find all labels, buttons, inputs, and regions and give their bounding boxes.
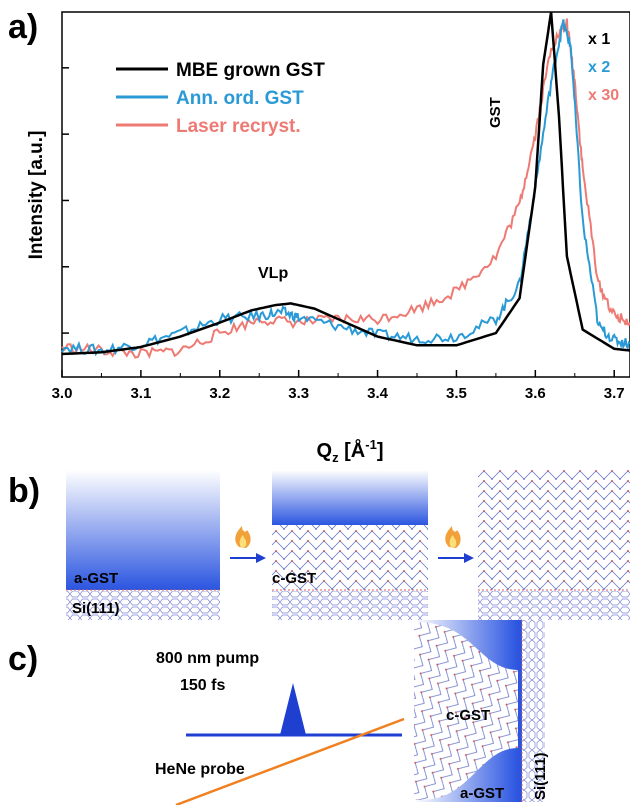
xrd-chart: 3.0 3.1 3.2 3.3 3.4 3.5 3.6 3.7 Intensity [a.u.… <box>26 11 630 465</box>
legend-label-ann: Ann. ord. GST <box>176 88 304 109</box>
block-crystalline <box>478 470 630 620</box>
arrow-right-icon <box>230 553 266 563</box>
series-line-1 <box>61 19 630 357</box>
x-tick-label: 3.4 <box>367 385 389 402</box>
label-pulse: 150 fs <box>180 677 225 694</box>
label-c-gst-c: c-GST <box>446 707 490 724</box>
flame-icon <box>235 526 251 548</box>
sample-cross-section <box>414 620 545 802</box>
y-ticks <box>62 67 69 334</box>
flame-icon <box>445 526 461 548</box>
y-axis-label: Intensity [a.u.] <box>26 131 47 260</box>
annotation-vlp: VLp <box>258 265 288 282</box>
x-tick-label: 3.1 <box>130 385 151 402</box>
x-tick-label: 3.0 <box>52 385 73 402</box>
scale-label-ann: x 2 <box>588 59 610 76</box>
x-axis-ticks: 3.0 3.1 3.2 3.3 3.4 3.5 3.6 3.7 <box>52 370 625 402</box>
legend-label-mbe: MBE grown GST <box>176 60 325 81</box>
panel-c-label: c) <box>8 640 39 678</box>
panel-c-diagram: 800 nm pump 150 fs HeNe probe c-GST a-GS… <box>155 620 549 805</box>
panel-b-label: b) <box>8 472 41 510</box>
arrow-right-icon <box>438 553 474 563</box>
legend: MBE grown GST Ann. ord. GST Laser recrys… <box>116 60 325 137</box>
x-tick-label: 3.5 <box>446 385 467 402</box>
label-probe: HeNe probe <box>155 761 245 778</box>
panel-b-diagram: a-GST Si(111) c-GST <box>66 470 630 620</box>
x-tick-label: 3.6 <box>525 385 546 402</box>
label-c-gst-b: c-GST <box>272 570 316 587</box>
scale-label-laser: x 30 <box>588 87 619 104</box>
series-line-0 <box>61 11 630 356</box>
label-si-b1: Si(111) <box>72 600 120 617</box>
probe-beam <box>175 717 405 805</box>
label-a-gst-c: a-GST <box>460 785 504 802</box>
x-tick-label: 3.7 <box>604 385 625 402</box>
panel-a-label: a) <box>8 8 39 46</box>
series-layer <box>61 11 630 359</box>
label-pump: 800 nm pump <box>156 650 259 667</box>
block-amorphous: a-GST Si(111) <box>66 470 220 620</box>
pump-pulse <box>186 683 402 737</box>
annotation-gst: GST <box>487 97 504 128</box>
block-partial: c-GST <box>272 470 428 620</box>
series-line-2 <box>61 18 630 359</box>
plot-frame <box>61 11 630 378</box>
x-tick-label: 3.3 <box>288 385 309 402</box>
x-tick-label: 3.2 <box>209 385 230 402</box>
label-si-c: Si(111) <box>532 752 549 800</box>
scale-label-mbe: x 1 <box>588 31 610 48</box>
x-axis-label: Qz [Å-1] <box>317 437 384 465</box>
label-a-gst-b: a-GST <box>74 570 118 587</box>
legend-label-laser: Laser recryst. <box>176 116 301 137</box>
